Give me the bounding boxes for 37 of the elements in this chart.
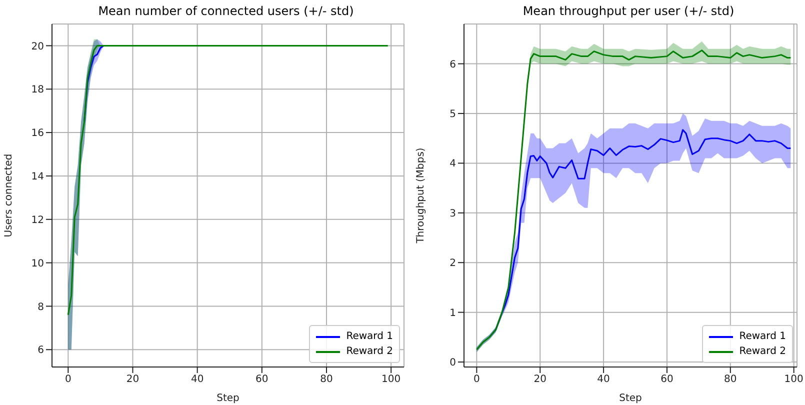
x-tick-label: 20 — [534, 374, 546, 386]
x-tick-label: 20 — [126, 374, 140, 386]
y-tick-label: 2 — [450, 258, 456, 270]
x-tick-label: 60 — [660, 374, 674, 386]
y-tick-label: 6 — [450, 59, 456, 70]
y-tick-label: 16 — [31, 128, 44, 140]
y-axis-title: Users connected — [4, 154, 15, 238]
legend-label: Reward 1 — [346, 330, 393, 344]
chart-title: Mean throughput per user (+/- std) — [522, 4, 734, 18]
y-tick-label: 14 — [31, 172, 44, 183]
y-tick-label: 1 — [450, 308, 456, 319]
x-tick-label: 60 — [256, 374, 268, 386]
legend-label: Reward 2 — [739, 345, 786, 359]
y-axis-title: Throughput (Mbps) — [416, 148, 427, 244]
y-tick-label: 6 — [38, 345, 44, 356]
y-tick-label: 4 — [450, 158, 456, 170]
y-tick-label: 5 — [450, 109, 456, 120]
y-tick-label: 20 — [31, 41, 44, 52]
y-tick-label: 3 — [450, 208, 456, 220]
x-tick-label: 100 — [784, 374, 804, 386]
x-tick-label: 40 — [597, 374, 610, 386]
y-tick-label: 12 — [31, 214, 44, 226]
x-axis-title: Step — [216, 393, 240, 404]
x-tick-label: 40 — [190, 374, 204, 386]
y-tick-label: 18 — [31, 84, 44, 96]
y-tick-label: 0 — [450, 358, 456, 369]
y-tick-label: 10 — [31, 258, 44, 270]
legend-label: Reward 1 — [739, 330, 786, 344]
y-tick-label: 8 — [38, 302, 44, 313]
x-tick-label: 80 — [724, 374, 737, 386]
x-tick-label: 100 — [382, 374, 401, 386]
chart-title: Mean number of connected users (+/- std) — [98, 4, 354, 18]
x-tick-label: 0 — [474, 374, 480, 386]
legend-label: Reward 2 — [346, 345, 393, 359]
x-tick-label: 80 — [320, 374, 333, 386]
x-axis-title: Step — [619, 393, 642, 404]
x-tick-label: 0 — [64, 374, 72, 386]
